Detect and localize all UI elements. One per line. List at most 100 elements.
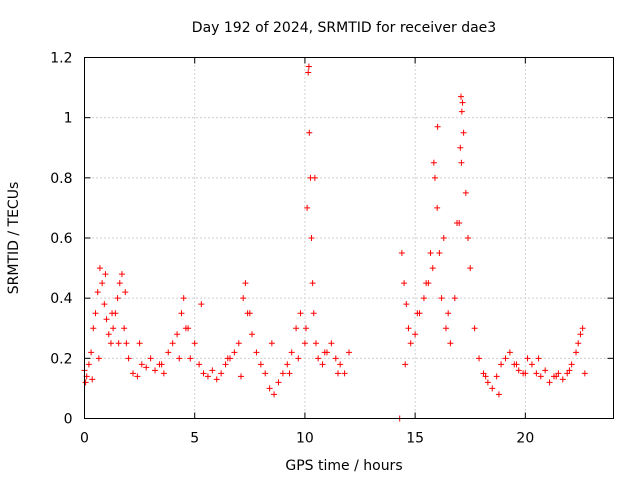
data-point xyxy=(301,340,308,347)
data-point xyxy=(235,340,242,347)
data-point xyxy=(309,280,316,287)
data-point xyxy=(502,355,509,362)
data-point xyxy=(458,108,465,115)
data-point xyxy=(346,349,352,356)
data-point xyxy=(115,340,122,347)
data-point xyxy=(522,370,529,377)
data-point xyxy=(293,325,300,332)
x-tick-label: 20 xyxy=(516,431,534,447)
data-point xyxy=(537,373,544,380)
data-point xyxy=(284,361,291,368)
data-point xyxy=(138,361,145,368)
data-point xyxy=(412,331,419,338)
data-point xyxy=(114,295,121,302)
data-point xyxy=(546,379,553,386)
data-point xyxy=(535,355,542,362)
data-point xyxy=(482,373,489,380)
data-point xyxy=(414,310,421,317)
data-point xyxy=(262,370,269,377)
data-point xyxy=(121,325,128,332)
data-point xyxy=(96,265,103,272)
data-point xyxy=(222,361,229,368)
data-point xyxy=(240,295,247,302)
data-point xyxy=(196,361,203,368)
data-point xyxy=(105,331,112,338)
data-point xyxy=(134,373,141,380)
data-point xyxy=(311,174,318,181)
data-point xyxy=(253,349,260,356)
data-point xyxy=(579,325,586,332)
data-point xyxy=(434,123,441,130)
data-point xyxy=(160,370,167,377)
data-point xyxy=(423,280,430,287)
data-point xyxy=(310,310,317,317)
data-point xyxy=(200,370,207,377)
data-point xyxy=(82,379,89,386)
data-point xyxy=(191,340,198,347)
data-point xyxy=(476,355,483,362)
data-point xyxy=(231,349,238,356)
data-point xyxy=(180,295,187,302)
data-point xyxy=(109,310,116,317)
data-point xyxy=(513,361,520,368)
data-point xyxy=(129,370,136,377)
data-point xyxy=(158,361,165,368)
data-point xyxy=(553,373,560,380)
data-point xyxy=(458,159,465,166)
data-point xyxy=(498,361,505,368)
y-axis-title: SRMTID / TECUs xyxy=(6,182,22,295)
data-point xyxy=(125,355,132,362)
data-point xyxy=(454,219,461,226)
data-point xyxy=(185,325,192,332)
data-point xyxy=(577,331,584,338)
data-point xyxy=(306,129,313,136)
data-point xyxy=(430,159,437,166)
data-point xyxy=(268,340,275,347)
data-point xyxy=(457,93,464,100)
data-point xyxy=(312,340,319,347)
data-point xyxy=(152,367,159,374)
data-point xyxy=(528,361,535,368)
data-point xyxy=(123,340,130,347)
data-point xyxy=(101,301,108,308)
data-point xyxy=(118,271,125,278)
data-point xyxy=(143,364,150,371)
data-point xyxy=(334,370,341,377)
data-point xyxy=(405,325,412,332)
data-point xyxy=(401,280,408,287)
data-point xyxy=(178,310,185,317)
data-point xyxy=(99,280,106,287)
data-point xyxy=(319,361,326,368)
data-point xyxy=(337,361,344,368)
data-point xyxy=(187,355,194,362)
data-point xyxy=(431,174,438,181)
data-point xyxy=(94,289,101,296)
data-point xyxy=(295,355,302,362)
data-point xyxy=(279,370,286,377)
data-point xyxy=(447,340,454,347)
data-point xyxy=(403,301,410,308)
data-point xyxy=(442,325,449,332)
data-point xyxy=(434,204,441,211)
data-point xyxy=(429,265,436,272)
data-point xyxy=(402,361,409,368)
data-point xyxy=(271,391,278,398)
data-point xyxy=(506,349,513,356)
data-point xyxy=(484,379,491,386)
data-point xyxy=(237,373,244,380)
data-point xyxy=(471,325,478,332)
x-tick-label: 10 xyxy=(296,431,314,447)
data-point xyxy=(341,370,348,377)
data-point xyxy=(575,340,582,347)
data-point xyxy=(420,295,427,302)
data-point xyxy=(209,367,216,374)
data-point xyxy=(568,361,575,368)
data-point xyxy=(555,370,562,377)
x-tick-label: 15 xyxy=(406,431,424,447)
data-point xyxy=(92,310,99,317)
data-point xyxy=(493,373,500,380)
chart-title: Day 192 of 2024, SRMTID for receiver dae… xyxy=(192,20,496,36)
data-point xyxy=(559,376,566,383)
data-point xyxy=(438,295,445,302)
